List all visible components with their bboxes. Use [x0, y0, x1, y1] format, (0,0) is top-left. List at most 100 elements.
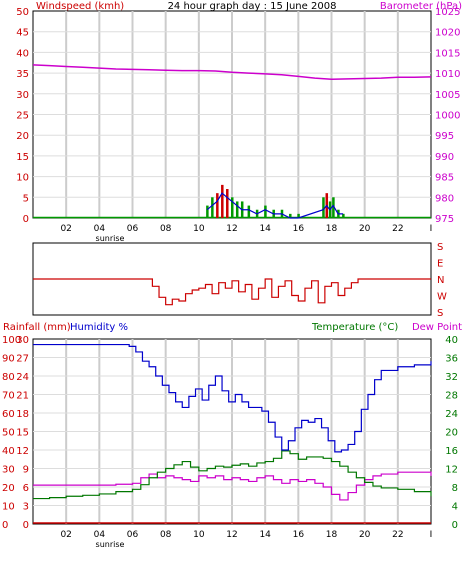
x-tick-label: 06	[127, 224, 139, 234]
gust-bar	[332, 197, 335, 218]
humidity-tick-label: 20	[2, 483, 15, 494]
direction-label: E	[437, 259, 443, 270]
baro-tick-label: 995	[435, 131, 454, 142]
humidity-tick-label: 80	[2, 372, 15, 383]
humidity-tick-label: 40	[2, 446, 15, 457]
rain-tick-label: 18	[16, 409, 29, 420]
rain-tick-label: 30	[16, 335, 29, 346]
rain-tick-label: 15	[16, 428, 29, 439]
x-tick-label: 20	[359, 530, 371, 540]
baro-tick-label: 1010	[435, 69, 460, 80]
x-tick-label: 02	[60, 530, 71, 540]
rain-axis-label: Rainfall (mm)	[3, 322, 71, 333]
x-tick-label: 14	[259, 530, 271, 540]
x-tick-label: 18	[326, 530, 338, 540]
gust-bar	[206, 205, 209, 218]
gust-bar	[264, 205, 267, 218]
gust-bar	[216, 193, 219, 218]
wind-tick-label: 40	[16, 48, 29, 59]
temperature-tick-label: 4	[452, 502, 458, 513]
x-tick-label: 16	[293, 530, 305, 540]
baro-tick-label: 1025	[435, 7, 460, 18]
rain-tick-label: 6	[23, 483, 29, 494]
dewpoint-axis-label: Dew Point	[412, 322, 462, 333]
temperature-tick-label: 20	[445, 428, 458, 439]
wind-tick-label: 50	[16, 7, 29, 18]
x-tick-label: 08	[160, 224, 172, 234]
temperature-tick-label: 12	[445, 465, 458, 476]
gust-bar	[289, 213, 292, 218]
rain-hum-temp-grid	[33, 339, 431, 524]
direction-label: S	[437, 242, 443, 253]
temperature-ticks: 0 4 8 12 16 20 24 28 32 36 40	[445, 335, 458, 531]
wind-baro-chart: Windspeed (kmh) 24 hour graph day : 15 J…	[16, 1, 462, 243]
rain-hum-temp-chart: Rainfall (mm) Humidity % Temperature (°C…	[2, 322, 462, 549]
baro-tick-label: 975	[435, 214, 454, 225]
temp-axis-label: Temperature (°C)	[311, 322, 398, 333]
x-tick-label: I	[430, 530, 433, 540]
gust-bar	[235, 201, 239, 218]
chart-title: 24 hour graph day : 15 June 2008	[168, 1, 337, 12]
wind-baro-grid	[33, 11, 431, 218]
direction-label: S	[437, 308, 443, 319]
rain-tick-label: 3	[23, 502, 29, 513]
baro-axis-label: Barometer (hPa)	[380, 1, 462, 12]
x-tick-label: 12	[226, 530, 237, 540]
gust-bar	[297, 213, 300, 218]
gust-bar	[231, 197, 234, 218]
temperature-line	[33, 450, 432, 500]
humidity-axis-label: Humidity %	[70, 322, 128, 333]
temperature-tick-label: 24	[445, 409, 458, 420]
barometer-line	[32, 64, 432, 81]
temperature-tick-label: 16	[445, 446, 458, 457]
gust-bar	[247, 205, 251, 218]
humidity-tick-label: 50	[2, 428, 15, 439]
wind-tick-label: 10	[16, 173, 29, 184]
baro-tick-label: 1020	[435, 28, 460, 39]
x-tick-label: 10	[193, 224, 205, 234]
baro-tick-label: 1015	[435, 48, 460, 59]
gust-bar	[322, 197, 325, 218]
temperature-tick-label: 32	[445, 372, 458, 383]
humidity-ticks: 0 10 20 30 40 50 60 70 80 90 100	[2, 335, 21, 531]
wind-tick-label: 20	[16, 131, 29, 142]
rain-tick-label: 21	[16, 391, 29, 402]
baro-tick-label: 985	[435, 173, 454, 184]
wind-tick-label: 15	[16, 152, 29, 163]
wind-ticks: 0 5 10 15 20 25 30 35 40 45 50	[16, 7, 29, 225]
wind-direction-series	[33, 278, 431, 306]
x-tick-label: 06	[127, 530, 139, 540]
x-tick-label: 04	[94, 224, 106, 234]
humidity-tick-label: 70	[2, 391, 15, 402]
direction-label: W	[437, 292, 447, 303]
dewpoint-line	[33, 471, 432, 501]
x-tick-label: I	[430, 224, 433, 234]
wind-tick-label: 5	[23, 193, 29, 204]
x-tick-label: 22	[392, 530, 403, 540]
wind-axis-label: Windspeed (kmh)	[36, 1, 124, 12]
x-tick-label: 16	[293, 224, 305, 234]
humidity-tick-label: 30	[2, 465, 15, 476]
humidity-tick-label: 100	[2, 335, 21, 346]
direction-label: N	[437, 275, 444, 286]
temperature-tick-label: 0	[452, 520, 458, 531]
baro-ticks: 975 980 985 990 995 1000 1005 1010 1015 1020 1025	[435, 7, 460, 225]
baro-tick-label: 1000	[435, 111, 460, 122]
baro-tick-label: 980	[435, 193, 454, 204]
windspeed-line	[206, 192, 344, 219]
rain-tick-label: 24	[16, 372, 29, 383]
gust-bar	[221, 184, 224, 218]
temperature-tick-label: 40	[445, 335, 458, 346]
x-tick-label: 12	[226, 224, 237, 234]
wind-tick-label: 0	[23, 214, 29, 225]
wind-tick-label: 30	[16, 90, 29, 101]
x-tick-label: 10	[193, 530, 205, 540]
wind-tick-label: 45	[16, 28, 29, 39]
rain-hum-temp-x-ticks: 02 04 06 08 10 12 14 16 18 20 22 I	[60, 530, 432, 540]
rain-tick-label: 12	[16, 446, 29, 457]
x-tick-label: 22	[392, 224, 403, 234]
x-tick-label: 02	[60, 224, 71, 234]
